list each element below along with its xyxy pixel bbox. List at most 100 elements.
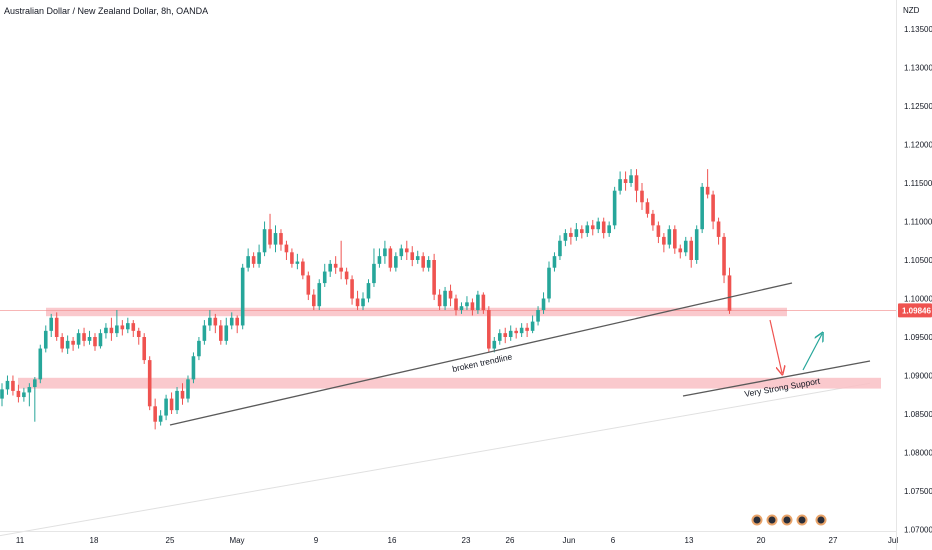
candle-body (180, 390, 185, 399)
candle-body (607, 225, 611, 234)
candle-body (71, 340, 75, 345)
candle-body (481, 294, 486, 311)
broken-trendline (169, 282, 793, 426)
candle-body (541, 298, 546, 311)
candle-body (700, 186, 704, 230)
candle-body (437, 294, 442, 307)
candle-body (262, 229, 267, 253)
candle-body (43, 330, 48, 349)
candle-body (487, 310, 491, 349)
candle-body (344, 271, 349, 280)
candle-body (667, 229, 672, 245)
candle-body (109, 327, 114, 334)
candle-body (623, 179, 628, 183)
candle-body (290, 252, 294, 264)
candle-body (454, 298, 458, 311)
candle-body (426, 260, 431, 268)
candle-body (394, 256, 398, 268)
candle-body (596, 221, 601, 230)
candle-body (16, 390, 21, 398)
candle-body (251, 256, 256, 264)
candle-body (246, 256, 250, 268)
candle-body (361, 298, 365, 307)
candle-body (492, 340, 497, 349)
candle-body (240, 267, 245, 326)
candle-body (104, 327, 108, 334)
candle-body (5, 380, 10, 390)
time-tick: 18 (90, 536, 99, 545)
price-tick: 1.12500 (904, 102, 932, 111)
candle-body (383, 248, 387, 257)
candle-body (295, 261, 300, 264)
candle-body (497, 333, 502, 341)
price-tick: 1.10500 (904, 256, 932, 265)
candle-body (136, 330, 141, 337)
current-price-label: 1.09846 (902, 306, 931, 315)
candle-body (0, 389, 4, 399)
price-axis-border (896, 0, 897, 550)
candle-body (399, 248, 404, 257)
candle-body (618, 179, 622, 191)
candle-body (470, 302, 475, 311)
candle-body (580, 229, 584, 234)
candle-body (722, 236, 726, 276)
candle-body (569, 233, 573, 237)
price-tick: 1.09000 (904, 372, 932, 381)
current-price-badge (898, 303, 932, 318)
candle-body (552, 256, 557, 268)
candle-body (558, 240, 562, 257)
candle-body (224, 325, 229, 341)
time-tick: 20 (757, 536, 766, 545)
candle-body (634, 175, 639, 191)
price-tick: 1.12000 (904, 141, 932, 150)
candle-body (328, 263, 332, 272)
candle-body (27, 387, 32, 393)
up-arrow (802, 334, 822, 371)
candle-body (388, 248, 393, 268)
candle-body (536, 310, 540, 322)
candle-body (268, 229, 272, 245)
candle-body (126, 323, 130, 330)
time-tick: 25 (166, 536, 175, 545)
support-trendline (682, 360, 871, 397)
candle-body (590, 225, 595, 230)
candle-body (38, 348, 43, 380)
candle-body (629, 175, 633, 183)
candle-body (98, 333, 103, 347)
time-tick: 16 (388, 536, 397, 545)
candle-body (169, 398, 174, 411)
time-tick: May (229, 536, 244, 545)
event-icon-inner (817, 516, 825, 524)
candle-body (694, 229, 699, 260)
candle-body (257, 252, 261, 264)
candle-body (219, 325, 223, 341)
price-tick: 1.08000 (904, 449, 932, 458)
candle-body (662, 236, 666, 245)
candle-body (49, 317, 54, 331)
candle-body (202, 325, 207, 341)
candle-body (301, 261, 305, 276)
candle-body (514, 330, 518, 334)
price-tick: 1.13000 (904, 64, 932, 73)
candle-body (476, 294, 480, 311)
time-axis-border (0, 531, 896, 532)
event-icon-inner (798, 516, 806, 524)
price-tick: 1.08500 (904, 410, 932, 419)
down-arrow (769, 319, 782, 373)
candle-body (525, 327, 529, 331)
candle-body (503, 333, 508, 337)
price-tick: 1.07000 (904, 526, 932, 535)
candle-body (142, 337, 147, 361)
annotation-broken-trendline: broken trendline (451, 351, 513, 374)
candle-body (82, 333, 86, 341)
currency-label: NZD (903, 6, 920, 15)
candle-body (574, 229, 579, 237)
long-term-trendline (0, 382, 871, 537)
price-tick: 1.13500 (904, 25, 932, 34)
price-tick: 1.07500 (904, 487, 932, 496)
candle-body (213, 317, 218, 326)
candle-body (640, 190, 644, 203)
candle-body (284, 244, 289, 253)
candle-body (563, 233, 568, 241)
